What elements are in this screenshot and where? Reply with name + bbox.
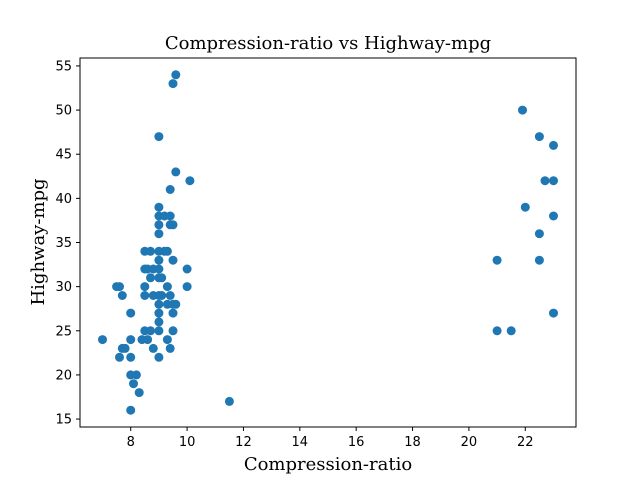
chart-title: Compression-ratio vs Highway-mpg <box>165 33 491 54</box>
data-point <box>154 132 164 142</box>
data-point <box>534 229 544 239</box>
data-point <box>126 352 136 362</box>
data-point <box>492 255 502 265</box>
data-point <box>154 220 164 230</box>
data-point <box>120 343 130 353</box>
y-tick-label: 35 <box>55 236 72 251</box>
data-point <box>154 299 164 309</box>
plot-area: 8 10 12 14 16 18 20 22 15 20 25 30 35 40 45 50 55 <box>55 57 577 450</box>
data-point <box>154 308 164 318</box>
x-axis-label: Compression-ratio <box>244 454 412 475</box>
data-point <box>98 335 107 345</box>
data-point <box>140 282 150 292</box>
data-point <box>168 308 178 318</box>
data-point <box>146 326 155 336</box>
y-tick-label: 25 <box>55 324 72 339</box>
data-point <box>520 202 530 212</box>
data-point <box>171 167 181 177</box>
data-point <box>182 264 192 274</box>
data-point <box>148 343 158 353</box>
data-point <box>154 255 164 265</box>
y-tick-label: 45 <box>55 148 72 163</box>
x-tick-label: 8 <box>127 435 135 450</box>
data-point <box>534 255 544 265</box>
data-point <box>146 273 155 283</box>
data-point <box>168 255 178 265</box>
data-point <box>154 202 164 212</box>
data-point <box>162 282 172 292</box>
data-point <box>171 70 181 80</box>
data-point <box>154 326 164 336</box>
data-point <box>185 176 195 186</box>
data-point <box>168 326 178 336</box>
data-point <box>143 335 153 345</box>
data-point <box>492 326 502 336</box>
x-tick-label: 18 <box>404 435 421 450</box>
data-point <box>165 343 175 353</box>
data-point <box>518 105 527 115</box>
data-point <box>129 379 138 389</box>
data-point <box>168 79 178 89</box>
data-point <box>154 264 164 274</box>
x-tick-label: 12 <box>235 435 252 450</box>
data-point <box>154 352 164 362</box>
data-point <box>115 352 124 362</box>
y-tick-label: 55 <box>55 59 72 74</box>
data-point <box>506 326 516 336</box>
data-point <box>165 211 175 221</box>
data-point <box>549 176 558 186</box>
data-point <box>115 282 124 292</box>
x-tick-label: 16 <box>348 435 365 450</box>
data-point <box>131 370 141 380</box>
x-tick-label: 14 <box>292 435 309 450</box>
data-point <box>134 388 144 398</box>
data-point <box>126 308 136 318</box>
data-point <box>165 291 175 300</box>
data-point <box>224 396 234 406</box>
y-tick-label: 40 <box>55 192 72 207</box>
data-point <box>140 291 150 300</box>
data-point <box>154 229 164 239</box>
y-tick-label: 15 <box>55 413 72 428</box>
x-tick-label: 10 <box>179 435 196 450</box>
y-tick-label: 30 <box>55 280 72 295</box>
data-point <box>157 291 167 300</box>
data-point <box>162 335 172 345</box>
data-point <box>549 211 558 221</box>
data-point <box>126 405 136 415</box>
x-tick-label: 22 <box>517 435 534 450</box>
data-point <box>540 176 550 186</box>
data-point <box>157 273 167 283</box>
data-point <box>154 317 164 327</box>
data-point <box>162 246 172 256</box>
data-point <box>534 132 544 142</box>
data-point <box>549 308 558 318</box>
y-axis-label: Highway-mpg <box>28 178 49 305</box>
data-point <box>549 140 558 150</box>
y-tick-label: 50 <box>55 104 72 119</box>
x-tick-label: 20 <box>461 435 478 450</box>
data-point <box>126 335 136 345</box>
data-point <box>165 185 175 194</box>
data-point <box>146 246 155 256</box>
plot-frame <box>79 57 577 428</box>
data-point <box>182 282 192 292</box>
data-point <box>117 291 127 300</box>
data-point <box>171 299 181 309</box>
y-tick-label: 20 <box>55 368 72 383</box>
data-point <box>168 220 178 230</box>
